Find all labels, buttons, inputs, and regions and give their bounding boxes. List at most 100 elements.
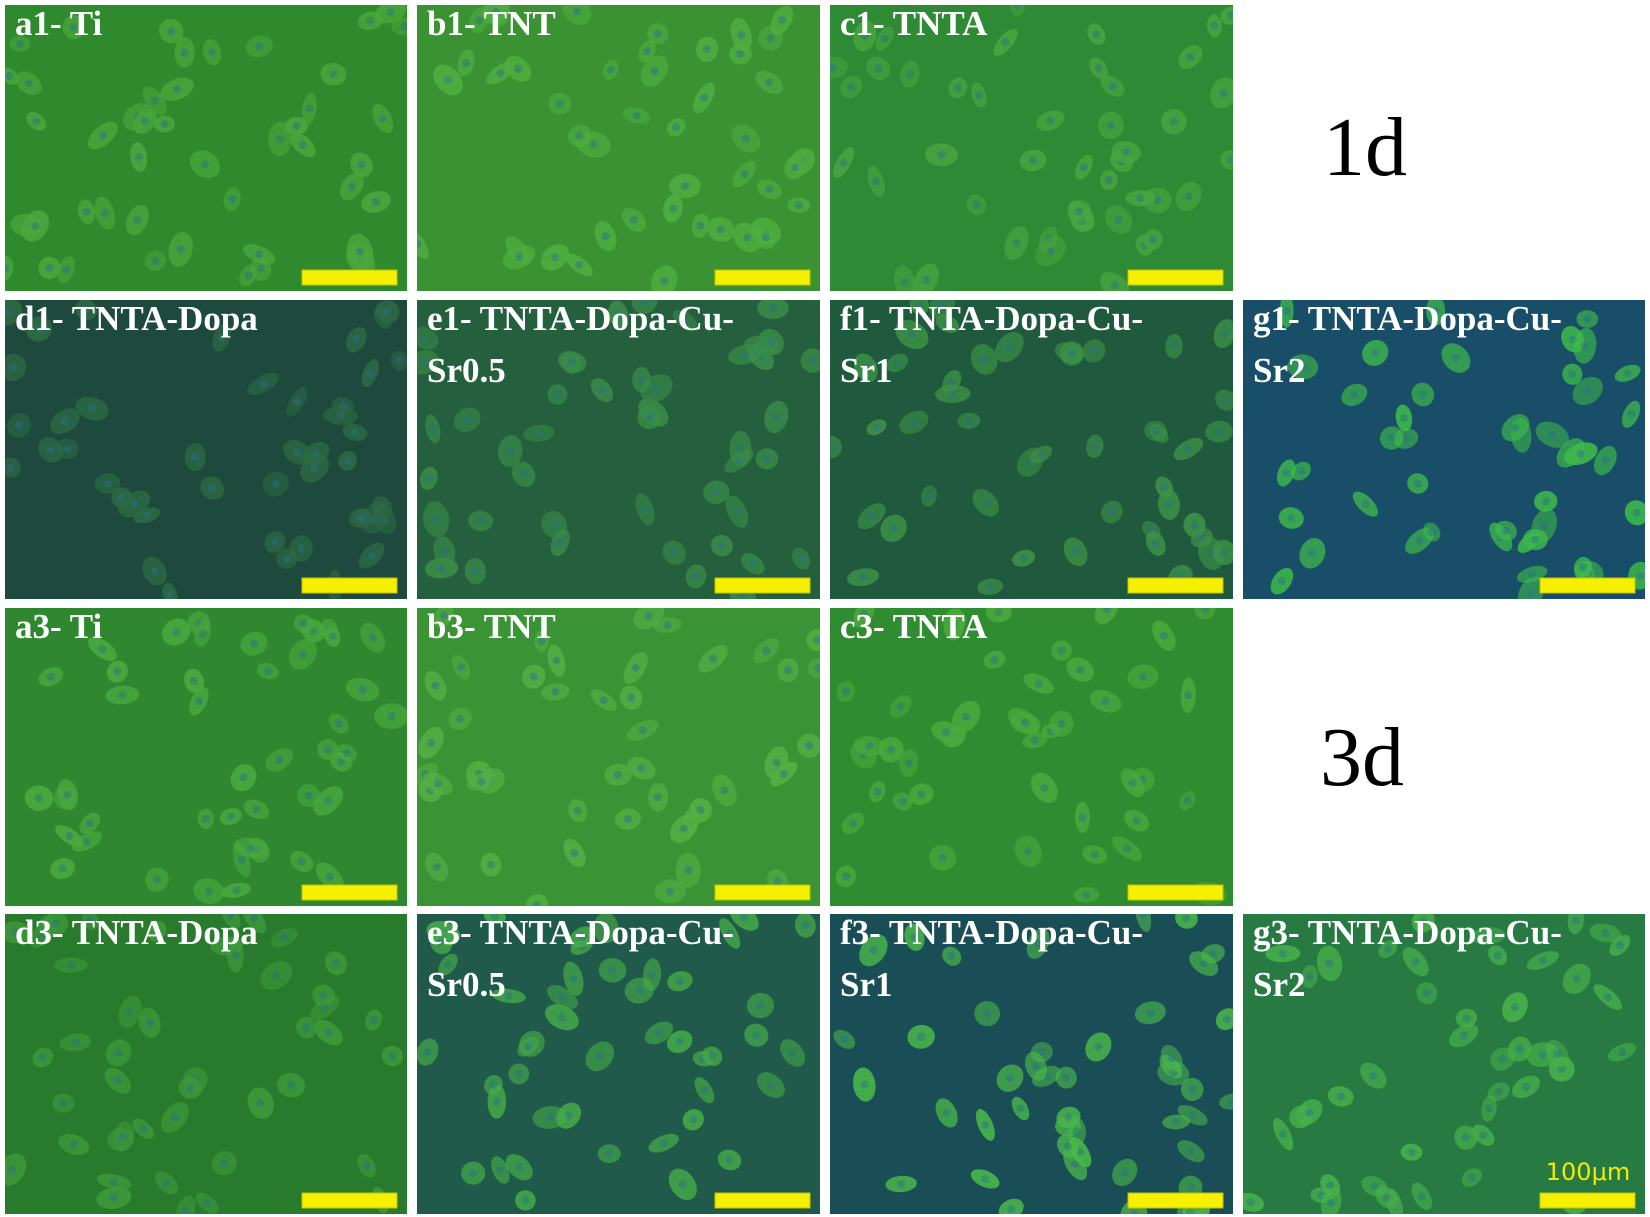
- cell: [729, 914, 759, 931]
- nucleus: [519, 470, 528, 479]
- cell: [875, 26, 894, 51]
- panel: c3- TNTA: [830, 607, 1233, 906]
- cell: [1291, 461, 1311, 481]
- nucleus: [6, 463, 15, 472]
- cell: [1327, 1086, 1354, 1107]
- scale-bar: [301, 884, 398, 901]
- cell: [284, 117, 309, 135]
- nucleus: [573, 7, 582, 16]
- panel-label-line: f1- TNTA-Dopa-Cu-: [840, 299, 1143, 338]
- nucleus: [638, 726, 647, 735]
- nucleus: [417, 240, 422, 249]
- cell: [691, 213, 710, 239]
- cell: [105, 1039, 132, 1067]
- cell: [42, 914, 69, 937]
- cell: [1213, 319, 1233, 349]
- panel-label-line: f3- TNTA-Dopa-Cu-: [840, 913, 1143, 952]
- cell: [836, 681, 856, 703]
- cell: [1089, 57, 1109, 80]
- nucleus: [1146, 1008, 1155, 1017]
- cell: [38, 256, 61, 279]
- nucleus: [898, 797, 907, 806]
- nucleus: [162, 1178, 171, 1187]
- nucleus: [1220, 329, 1229, 338]
- nucleus: [737, 30, 746, 39]
- cell: [1411, 1182, 1433, 1210]
- cell: [523, 424, 555, 442]
- nucleus: [170, 1113, 179, 1122]
- nucleus: [130, 500, 139, 509]
- nucleus: [1415, 536, 1424, 545]
- nucleus: [232, 886, 241, 895]
- nucleus: [1515, 1045, 1524, 1054]
- nucleus: [1493, 951, 1502, 960]
- cell: [757, 300, 790, 319]
- nucleus: [981, 1174, 990, 1183]
- nucleus: [45, 263, 54, 272]
- cell: [909, 783, 934, 806]
- nucleus: [126, 1007, 135, 1016]
- cell: [1189, 951, 1219, 976]
- cell: [1411, 382, 1435, 407]
- nucleus: [207, 48, 216, 57]
- nucleus: [1636, 571, 1645, 580]
- nucleus: [765, 78, 774, 87]
- scale-bar: [301, 269, 398, 286]
- nucleus: [433, 779, 442, 788]
- nucleus: [801, 921, 810, 930]
- cell: [1205, 420, 1233, 443]
- cell: [668, 1168, 697, 1201]
- cell: [422, 501, 450, 538]
- nucleus: [228, 195, 237, 204]
- cell: [438, 953, 458, 976]
- nucleus: [1407, 1148, 1416, 1157]
- cell: [1341, 383, 1368, 406]
- nucleus: [1277, 577, 1286, 586]
- cell: [302, 92, 317, 125]
- nucleus: [496, 69, 505, 78]
- cell: [1082, 339, 1106, 363]
- cell: [522, 664, 546, 689]
- cell: [468, 510, 494, 532]
- cell: [6, 413, 32, 438]
- cell: [1112, 836, 1143, 862]
- cell: [1501, 414, 1530, 442]
- nucleus: [310, 464, 319, 473]
- nucleus: [351, 428, 360, 437]
- nucleus: [990, 655, 999, 664]
- nucleus: [388, 1052, 397, 1061]
- nucleus: [368, 633, 377, 642]
- cell: [5, 353, 27, 382]
- nucleus: [338, 401, 347, 410]
- nucleus: [709, 654, 718, 663]
- cell: [517, 1036, 539, 1057]
- nucleus: [1057, 646, 1066, 655]
- cell: [569, 926, 596, 948]
- panel-label: c3- TNTA: [840, 607, 988, 646]
- nucleus: [259, 379, 268, 388]
- nucleus: [1169, 342, 1178, 351]
- cell: [514, 1190, 536, 1211]
- cell: [878, 736, 904, 763]
- nucleus: [395, 356, 404, 365]
- cell: [1534, 490, 1558, 512]
- nucleus: [299, 619, 308, 628]
- panel-label-line: a3- Ti: [15, 607, 102, 646]
- nucleus: [173, 85, 182, 94]
- cell: [764, 400, 789, 434]
- cell: [1180, 1077, 1204, 1101]
- nucleus: [1221, 396, 1230, 405]
- nucleus: [15, 421, 24, 430]
- cell: [247, 372, 280, 395]
- cell: [1012, 549, 1036, 567]
- panel-label: e1- TNTA-Dopa-Cu- Sr0.5: [427, 299, 734, 390]
- cell: [755, 226, 777, 250]
- cell: [1362, 339, 1389, 366]
- cell: [669, 173, 701, 199]
- nucleus: [679, 824, 688, 833]
- cell: [1051, 640, 1072, 661]
- nucleus: [204, 887, 213, 896]
- cell: [547, 644, 566, 677]
- cell: [243, 244, 276, 265]
- nucleus: [1538, 1050, 1547, 1059]
